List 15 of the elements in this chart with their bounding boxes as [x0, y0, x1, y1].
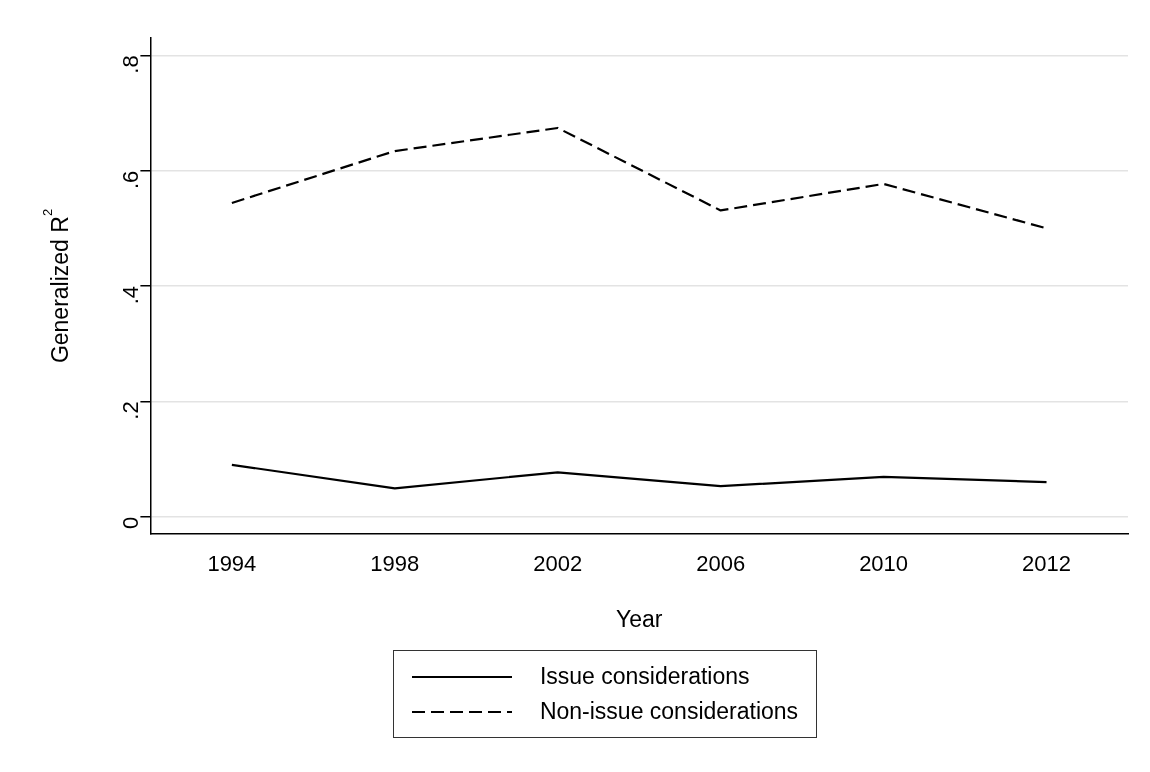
x-tick-label: 1994 — [207, 551, 257, 577]
y-tick-label: .8 — [118, 55, 144, 74]
legend-label: Non-issue considerations — [539, 698, 799, 725]
y-tick-label: .4 — [118, 286, 144, 305]
x-axis-title: Year — [615, 605, 663, 632]
x-tick-label: 2012 — [1022, 551, 1072, 577]
y-axis-title: Generalized R2 — [40, 208, 73, 364]
y-tick-label: 0 — [118, 516, 144, 529]
y-tick-label: .6 — [118, 170, 144, 190]
y-tick-label: .2 — [118, 401, 144, 420]
x-tick-label: 2010 — [859, 551, 909, 577]
x-tick-label: 2002 — [533, 551, 583, 577]
x-tick-label: 1998 — [370, 551, 420, 577]
x-tick-label: 2006 — [696, 551, 746, 577]
legend-label: Issue considerations — [539, 663, 750, 690]
